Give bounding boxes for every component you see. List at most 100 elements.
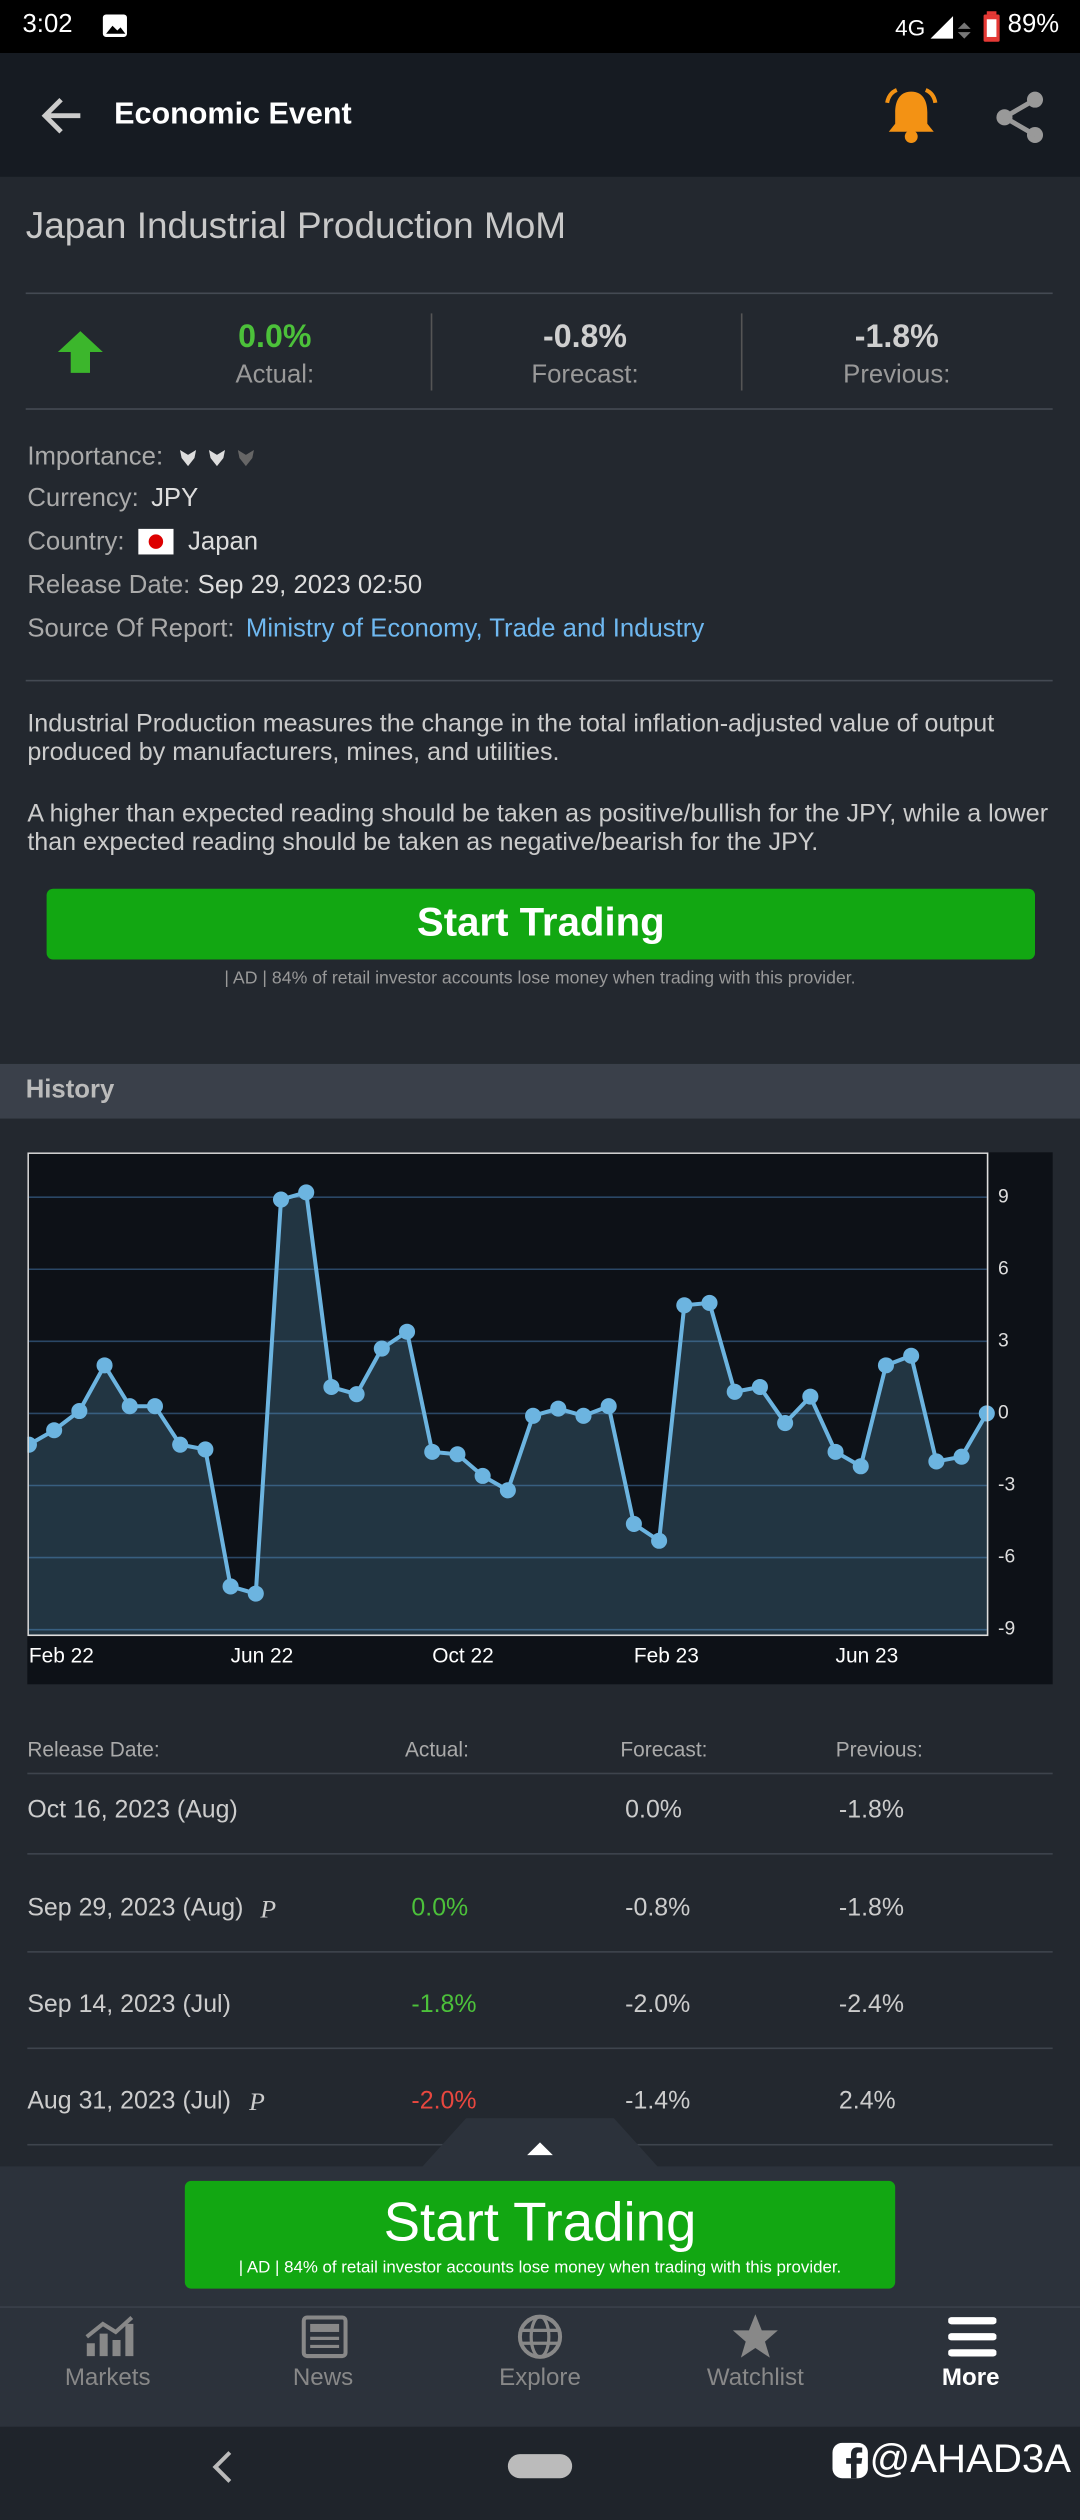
nav-item[interactable]: Explore xyxy=(499,2364,581,2392)
system-back-button[interactable] xyxy=(209,2449,235,2484)
stat-label: Previous: xyxy=(843,361,951,389)
point xyxy=(474,1467,491,1484)
alert-bell-button[interactable] xyxy=(884,87,939,145)
up-arrow-icon xyxy=(57,331,103,373)
detail-label: Currency: xyxy=(27,485,139,513)
point xyxy=(172,1436,189,1453)
point xyxy=(222,1578,239,1595)
row-divider xyxy=(27,1853,1053,1855)
stat-value: 0.0% xyxy=(238,319,312,356)
point xyxy=(751,1378,768,1396)
point xyxy=(373,1340,390,1357)
nav-item[interactable]: News xyxy=(292,2364,354,2392)
x-tick-label: Feb 23 xyxy=(634,1644,699,1667)
table-header: Release Date: xyxy=(27,1737,160,1762)
preliminary-marker: P xyxy=(260,1896,277,1924)
ad-disclaimer: | AD | 84% of retail investor accounts l… xyxy=(224,969,856,989)
news-icon xyxy=(301,2315,348,2359)
x-tick-label: Jun 23 xyxy=(836,1644,899,1667)
divider xyxy=(25,679,1053,682)
row-divider xyxy=(27,1951,1053,1953)
watermark: @AHAD3A xyxy=(869,2436,1072,2482)
point xyxy=(499,1482,516,1499)
point xyxy=(877,1357,894,1374)
description-paragraph: A higher than expected reading should be… xyxy=(27,800,1049,857)
ad-button[interactable] xyxy=(184,2180,896,2289)
source-link[interactable]: Ministry of Economy, Trade and Industry xyxy=(245,615,705,643)
x-tick-label: Oct 22 xyxy=(432,1644,494,1667)
description-paragraph: Industrial Production measures the chang… xyxy=(27,710,995,767)
nav-item[interactable]: More xyxy=(941,2364,1000,2392)
detail-value: JPY xyxy=(151,485,199,513)
system-home-button[interactable] xyxy=(507,2454,573,2479)
point xyxy=(903,1347,920,1364)
point xyxy=(348,1386,365,1403)
area xyxy=(28,1192,987,1635)
point xyxy=(676,1297,693,1314)
point xyxy=(625,1515,642,1532)
table-header: Actual: xyxy=(405,1737,469,1762)
point xyxy=(827,1443,844,1460)
markets-icon xyxy=(85,2316,134,2357)
point xyxy=(726,1383,743,1400)
nav-item[interactable]: Markets xyxy=(64,2364,151,2392)
divider xyxy=(740,313,743,391)
header-title: Economic Event xyxy=(114,98,352,132)
detail-value: Sep 29, 2023 02:50 xyxy=(197,572,423,600)
y-tick-label: 0 xyxy=(998,1403,1009,1424)
point xyxy=(398,1323,416,1340)
point xyxy=(852,1458,869,1475)
detail-label: Release Date: xyxy=(27,572,191,600)
row-actual: -1.8% xyxy=(411,1991,477,2019)
point xyxy=(46,1422,63,1439)
history-title: History xyxy=(25,1076,115,1105)
divider xyxy=(25,408,1053,410)
share-button[interactable] xyxy=(993,90,1048,145)
detail-label: Source Of Report: xyxy=(27,615,235,643)
point xyxy=(121,1398,138,1415)
table-header: Forecast: xyxy=(620,1737,708,1762)
start-trading-label[interactable]: Start Trading xyxy=(416,900,665,945)
start-trading-button[interactable] xyxy=(46,888,1036,960)
battery-icon xyxy=(983,11,1000,42)
point xyxy=(323,1378,340,1396)
gallery-icon xyxy=(102,14,127,37)
point xyxy=(424,1443,441,1460)
japan-flag xyxy=(138,528,174,555)
stat-label: Actual: xyxy=(235,361,315,389)
point xyxy=(27,1436,37,1453)
point xyxy=(575,1407,592,1424)
point xyxy=(928,1453,945,1470)
stat-label: Forecast: xyxy=(531,361,639,389)
y-tick-label: 3 xyxy=(998,1330,1009,1351)
point xyxy=(802,1388,819,1405)
stat-value: -1.8% xyxy=(854,319,939,356)
y-tick-label: 6 xyxy=(998,1258,1009,1279)
signal-icon xyxy=(930,16,971,39)
more-icon xyxy=(948,2317,997,2357)
row-divider xyxy=(27,2047,1053,2050)
nav-item[interactable]: Watchlist xyxy=(706,2364,804,2392)
point xyxy=(449,1446,466,1463)
nav-divider xyxy=(0,2306,1080,2308)
row-previous: -1.8% xyxy=(838,1894,905,1923)
point xyxy=(247,1585,264,1602)
row-forecast: -0.8% xyxy=(625,1894,691,1923)
y-tick-label: 9 xyxy=(998,1186,1009,1207)
point xyxy=(953,1448,970,1465)
plot-border xyxy=(27,1152,989,1637)
history-chart: -9 -6 -3 0 3 6 9 Feb 22 Jun 22 Oct 22 Feb 23 Jun 23 xyxy=(27,1152,1015,1667)
preliminary-marker: P xyxy=(249,2089,265,2117)
stat-value: -0.8% xyxy=(543,319,627,356)
ad-button-disclaimer[interactable]: | AD | 84% of retail investor accounts l… xyxy=(238,2258,842,2278)
back-button[interactable] xyxy=(39,93,84,138)
row-date: Aug 31, 2023 (Jul) xyxy=(27,2087,231,2115)
point xyxy=(651,1532,668,1549)
status-network: 4G xyxy=(895,14,926,41)
explore-icon xyxy=(517,2314,563,2359)
expand-tab[interactable] xyxy=(421,2117,659,2169)
ad-button-label[interactable]: Start Trading xyxy=(383,2192,697,2254)
row-forecast: -1.4% xyxy=(625,2087,691,2115)
detail-label: Importance: xyxy=(27,443,164,471)
